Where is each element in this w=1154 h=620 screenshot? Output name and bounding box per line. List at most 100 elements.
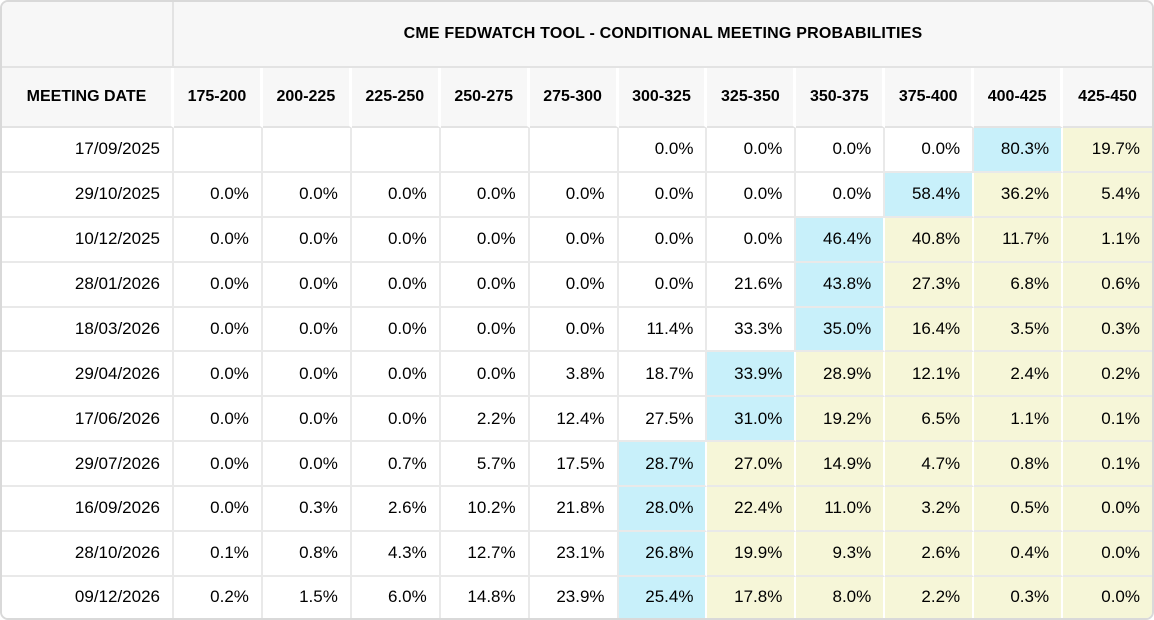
probability-cell: 0.0% [529, 307, 619, 353]
probability-cell: 0.1% [1063, 442, 1152, 487]
probability-cell: 0.8% [974, 442, 1064, 487]
probability-cell: 31.0% [707, 397, 797, 443]
probability-cell: 1.1% [974, 397, 1064, 443]
probability-cell: 0.6% [1063, 262, 1152, 308]
table-row: 17/09/2025 0.0% 0.0% 0.0% 0.0% 80.3% 19.7% [2, 128, 1152, 173]
probability-cell: 11.7% [974, 217, 1064, 263]
corner-cell [2, 2, 174, 68]
rate-range-header: 300-325 [618, 68, 708, 128]
table-row: 09/12/2026 0.2% 1.5% 6.0% 14.8% 23.9% 25.4% 17.… [2, 576, 1152, 618]
meeting-date-cell: 18/03/2026 [2, 307, 174, 353]
meeting-date-cell: 16/09/2026 [2, 487, 174, 532]
probability-cell: 2.2% [440, 397, 530, 443]
probability-cell: 35.0% [796, 307, 886, 353]
probability-cell: 0.0% [529, 172, 619, 218]
table-row: 29/10/2025 0.0% 0.0% 0.0% 0.0% 0.0% 0.0% 0.0% 0.… [2, 172, 1152, 218]
probability-cell: 0.4% [974, 531, 1064, 577]
probability-cell: 26.8% [618, 531, 708, 577]
probability-cell [529, 128, 619, 173]
probability-cell: 14.9% [796, 442, 886, 487]
probability-cell: 0.8% [262, 531, 352, 577]
probability-cell: 0.0% [1063, 531, 1152, 577]
header-row: MEETING DATE 175-200 200-225 225-250 250-27… [2, 68, 1152, 128]
table-row: 16/09/2026 0.0% 0.3% 2.6% 10.2% 21.8% 28.0% 22.… [2, 487, 1152, 532]
table-row: 28/01/2026 0.0% 0.0% 0.0% 0.0% 0.0% 0.0% 21.6% 4… [2, 262, 1152, 308]
table-row: 28/10/2026 0.1% 0.8% 4.3% 12.7% 23.1% 26.8% 19.… [2, 531, 1152, 577]
probability-cell: 0.0% [796, 172, 886, 218]
probability-cell: 3.5% [974, 307, 1064, 353]
meeting-date-cell: 17/09/2025 [2, 128, 174, 173]
probability-cell: 12.4% [529, 397, 619, 443]
probability-cell: 22.4% [707, 487, 797, 532]
meeting-date-cell: 10/12/2025 [2, 217, 174, 263]
probability-cell: 9.3% [796, 531, 886, 577]
table-title: CME FEDWATCH TOOL - CONDITIONAL MEETING … [174, 2, 1152, 68]
probability-cell: 2.2% [885, 576, 975, 618]
probability-cell: 33.9% [707, 352, 797, 398]
probability-cell: 23.1% [529, 531, 619, 577]
meeting-date-cell: 29/07/2026 [2, 442, 174, 487]
meeting-date-cell: 29/10/2025 [2, 172, 174, 218]
probability-cell: 3.8% [529, 352, 619, 398]
probability-cell: 11.4% [618, 307, 708, 353]
probability-cell: 0.0% [174, 307, 263, 353]
probability-cell: 36.2% [974, 172, 1064, 218]
probability-cell: 0.0% [262, 172, 352, 218]
probability-cell: 19.9% [707, 531, 797, 577]
probability-cell: 27.5% [618, 397, 708, 443]
title-row: CME FEDWATCH TOOL - CONDITIONAL MEETING … [2, 2, 1152, 68]
probability-cell: 27.3% [885, 262, 975, 308]
rate-range-header: 425-450 [1063, 68, 1152, 128]
probability-cell: 6.5% [885, 397, 975, 443]
rate-range-header: 275-300 [529, 68, 619, 128]
rate-range-header: 175-200 [174, 68, 263, 128]
probability-cell: 0.0% [618, 128, 708, 173]
probability-cell: 3.2% [885, 487, 975, 532]
rate-range-header: 375-400 [885, 68, 975, 128]
probability-cell: 21.6% [707, 262, 797, 308]
probability-cell: 0.0% [351, 217, 441, 263]
probability-cell: 0.0% [707, 128, 797, 173]
meeting-date-cell: 17/06/2026 [2, 397, 174, 443]
probability-cell: 0.0% [174, 172, 263, 218]
probability-cell: 1.5% [262, 576, 352, 618]
probability-cell: 0.0% [262, 262, 352, 308]
probability-cell: 18.7% [618, 352, 708, 398]
probability-cell: 0.0% [1063, 487, 1152, 532]
probability-cell: 17.8% [707, 576, 797, 618]
probability-cell: 0.7% [351, 442, 441, 487]
probability-cell: 0.1% [1063, 397, 1152, 443]
probability-cell: 10.2% [440, 487, 530, 532]
probability-cell: 80.3% [974, 128, 1064, 173]
probability-cell: 0.3% [1063, 307, 1152, 353]
meeting-date-header: MEETING DATE [2, 68, 174, 128]
probability-cell [174, 128, 263, 173]
probability-cell: 6.8% [974, 262, 1064, 308]
probability-cell: 28.7% [618, 442, 708, 487]
probability-cell: 27.0% [707, 442, 797, 487]
probability-cell: 0.0% [440, 262, 530, 308]
probability-cell: 0.0% [351, 397, 441, 443]
probability-cell: 0.0% [707, 172, 797, 218]
probability-cell: 0.0% [440, 307, 530, 353]
table-row: 10/12/2025 0.0% 0.0% 0.0% 0.0% 0.0% 0.0% 0.0% 46… [2, 217, 1152, 263]
probability-cell: 0.2% [174, 576, 263, 618]
probability-cell: 46.4% [796, 217, 886, 263]
probability-cell: 0.0% [262, 442, 352, 487]
probability-cell: 0.3% [262, 487, 352, 532]
probability-cell: 0.0% [174, 217, 263, 263]
probability-cell: 2.6% [885, 531, 975, 577]
probability-cell: 1.1% [1063, 217, 1152, 263]
probability-cell: 2.6% [351, 487, 441, 532]
probability-cell: 0.0% [262, 217, 352, 263]
probability-cell: 25.4% [618, 576, 708, 618]
probability-cell: 0.0% [440, 352, 530, 398]
probability-cell: 0.0% [351, 172, 441, 218]
probability-cell [262, 128, 352, 173]
probability-cell: 12.1% [885, 352, 975, 398]
probability-cell: 17.5% [529, 442, 619, 487]
rate-range-header: 325-350 [707, 68, 797, 128]
probability-cell: 28.0% [618, 487, 708, 532]
probability-cell: 0.0% [440, 217, 530, 263]
probability-cell: 8.0% [796, 576, 886, 618]
